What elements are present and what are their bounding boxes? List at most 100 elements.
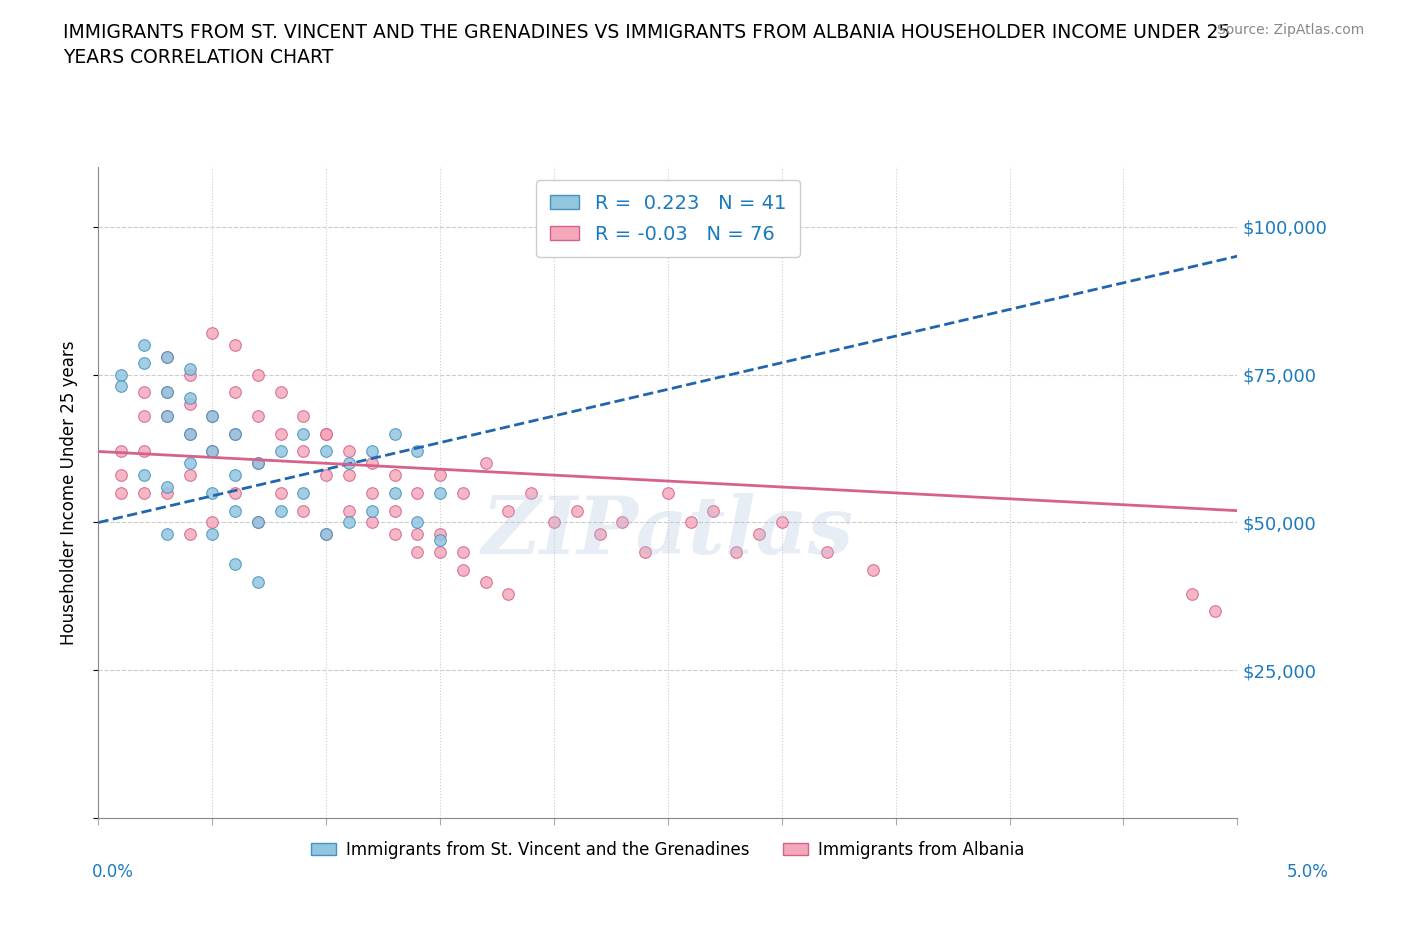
Point	[406, 444, 429, 458]
Point	[156, 485, 179, 500]
Point	[110, 367, 132, 382]
Point	[224, 503, 246, 518]
Point	[201, 408, 224, 423]
Point	[156, 350, 179, 365]
Point	[179, 527, 201, 542]
Point	[110, 485, 132, 500]
Point	[246, 456, 269, 471]
Point	[748, 527, 770, 542]
Point	[315, 468, 337, 483]
Point	[429, 485, 451, 500]
Point	[315, 444, 337, 458]
Point	[315, 426, 337, 441]
Point	[384, 426, 406, 441]
Point	[270, 485, 292, 500]
Point	[179, 456, 201, 471]
Point	[702, 503, 724, 518]
Point	[451, 563, 474, 578]
Point	[156, 385, 179, 400]
Point	[292, 503, 315, 518]
Point	[110, 379, 132, 393]
Point	[429, 545, 451, 560]
Point	[246, 408, 269, 423]
Point	[246, 515, 269, 530]
Point	[292, 408, 315, 423]
Point	[246, 367, 269, 382]
Point	[224, 426, 246, 441]
Point	[201, 515, 224, 530]
Point	[337, 515, 360, 530]
Point	[270, 444, 292, 458]
Point	[201, 485, 224, 500]
Point	[815, 545, 838, 560]
Point	[429, 533, 451, 548]
Point	[360, 456, 382, 471]
Point	[179, 426, 201, 441]
Point	[201, 444, 224, 458]
Point	[474, 574, 496, 589]
Point	[201, 408, 224, 423]
Point	[292, 444, 315, 458]
Point	[201, 444, 224, 458]
Point	[224, 338, 246, 352]
Point	[156, 385, 179, 400]
Point	[337, 456, 360, 471]
Point	[246, 515, 269, 530]
Point	[429, 468, 451, 483]
Point	[406, 485, 429, 500]
Point	[132, 408, 155, 423]
Point	[224, 426, 246, 441]
Legend: Immigrants from St. Vincent and the Grenadines, Immigrants from Albania: Immigrants from St. Vincent and the Gren…	[305, 834, 1031, 866]
Point	[679, 515, 702, 530]
Text: 5.0%: 5.0%	[1286, 863, 1329, 881]
Text: Source: ZipAtlas.com: Source: ZipAtlas.com	[1216, 23, 1364, 37]
Point	[132, 468, 155, 483]
Point	[520, 485, 543, 500]
Point	[498, 586, 520, 601]
Point	[612, 515, 634, 530]
Point	[132, 355, 155, 370]
Point	[384, 503, 406, 518]
Point	[360, 503, 382, 518]
Point	[132, 485, 155, 500]
Point	[406, 545, 429, 560]
Point	[132, 338, 155, 352]
Point	[315, 527, 337, 542]
Point	[384, 485, 406, 500]
Point	[179, 361, 201, 376]
Point	[179, 397, 201, 412]
Text: ZIPatlas: ZIPatlas	[482, 493, 853, 571]
Point	[201, 527, 224, 542]
Point	[270, 426, 292, 441]
Point	[1181, 586, 1204, 601]
Point	[110, 444, 132, 458]
Point	[451, 485, 474, 500]
Point	[110, 468, 132, 483]
Point	[179, 367, 201, 382]
Point	[224, 468, 246, 483]
Point	[406, 515, 429, 530]
Point	[384, 527, 406, 542]
Point	[451, 545, 474, 560]
Point	[224, 485, 246, 500]
Point	[246, 574, 269, 589]
Point	[156, 350, 179, 365]
Point	[1204, 604, 1226, 618]
Point	[429, 527, 451, 542]
Point	[498, 503, 520, 518]
Point	[725, 545, 748, 560]
Point	[337, 444, 360, 458]
Point	[565, 503, 588, 518]
Point	[156, 408, 179, 423]
Point	[201, 326, 224, 340]
Point	[179, 468, 201, 483]
Y-axis label: Householder Income Under 25 years: Householder Income Under 25 years	[59, 340, 77, 645]
Point	[156, 480, 179, 495]
Point	[770, 515, 793, 530]
Point	[360, 485, 382, 500]
Point	[270, 503, 292, 518]
Point	[156, 408, 179, 423]
Point	[862, 563, 884, 578]
Point	[270, 385, 292, 400]
Point	[337, 503, 360, 518]
